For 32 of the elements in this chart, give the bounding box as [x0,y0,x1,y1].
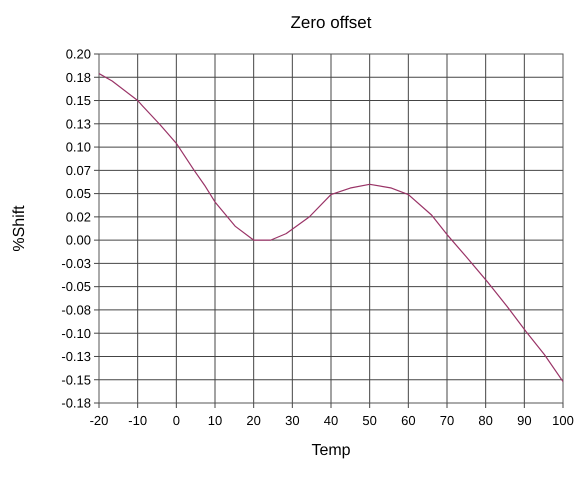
x-tick-label: 10 [208,413,222,428]
y-tick-label: 0.00 [66,232,91,248]
x-tick-label: 90 [517,413,532,428]
y-tick-label: -0.05 [61,279,91,294]
y-tick-label: 0.10 [66,140,91,155]
y-tick-label: 0.02 [66,209,91,224]
y-tick-label: 0.15 [66,93,91,108]
y-axis-title: %Shift [11,204,28,252]
y-tick-label: 0.20 [66,46,91,62]
y-tick-label: -0.03 [61,256,91,271]
x-tick-label: 100 [552,413,574,428]
chart-title: Zero offset [290,13,372,32]
x-tick-label: 20 [246,413,261,428]
x-tick-label: 0 [172,413,180,428]
x-tick-label: 30 [285,413,300,428]
y-tick-label: -0.15 [61,372,91,388]
x-tick-label: 80 [478,413,493,428]
y-tick-label: 0.05 [66,186,91,202]
y-tick-label: -0.13 [61,349,91,364]
x-tick-label: 70 [440,413,454,428]
x-axis-title: Temp [311,442,351,459]
y-tick-label: -0.08 [61,302,91,318]
y-tick-label: -0.18 [61,396,91,411]
x-tick-label: 40 [324,413,338,428]
y-tick-label: -0.10 [61,326,91,341]
y-tick-label: 0.07 [66,162,91,178]
x-tick-label: 50 [362,413,377,428]
x-tick-label: -20 [90,413,108,428]
x-tick-label: 60 [401,413,416,428]
x-tick-label: -10 [128,413,148,428]
y-tick-label: 0.18 [66,70,91,85]
y-tick-label: 0.13 [66,116,91,132]
